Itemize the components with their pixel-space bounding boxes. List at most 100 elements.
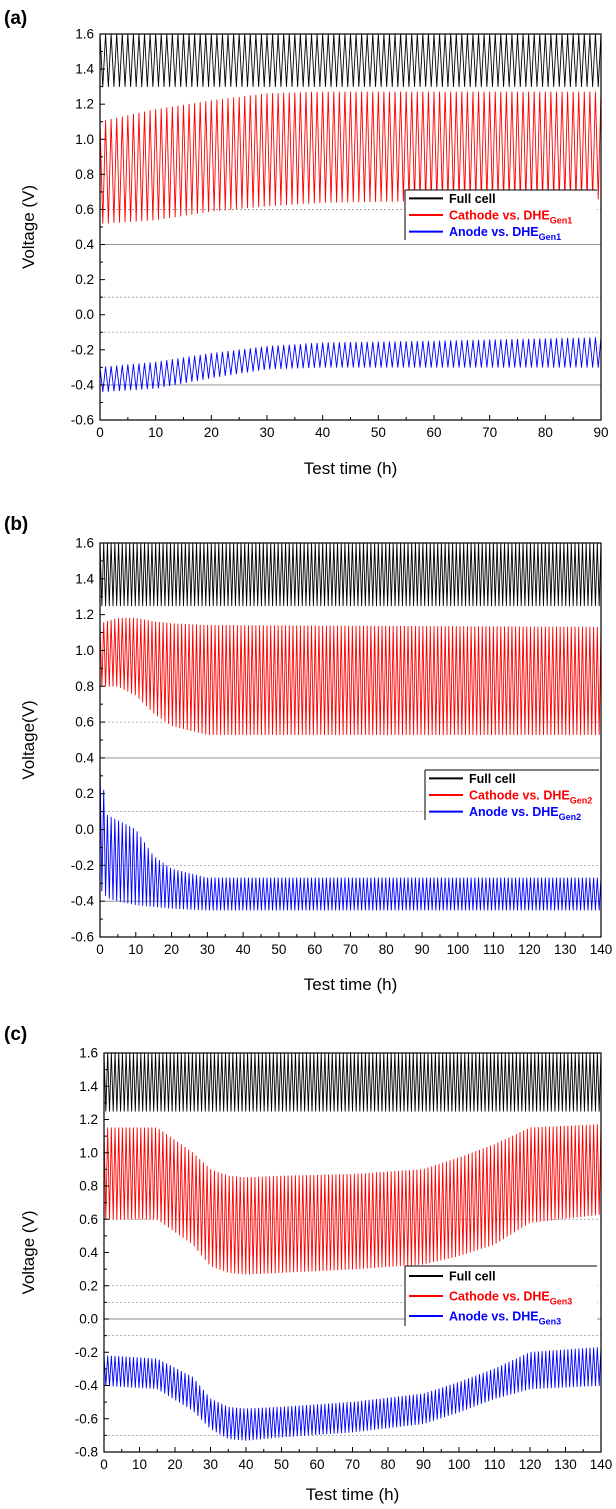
y-tick-label: 0.2: [75, 786, 94, 801]
x-tick-label: 40: [315, 425, 330, 440]
series-line-1: [103, 1124, 602, 1275]
x-tick-label: 110: [484, 1457, 506, 1472]
y-tick-label: -0.4: [71, 377, 95, 392]
x-tick-label: 60: [426, 425, 441, 440]
legend-entry-label: Cathode vs. DHEGen2: [469, 789, 592, 806]
x-tick-label: 30: [259, 425, 274, 440]
y-tick-label: 1.2: [75, 607, 94, 622]
y-tick-label: 1.4: [75, 62, 94, 77]
y-tick-label: -0.4: [75, 1378, 99, 1393]
legend-entry-subscript: Gen3: [539, 1317, 562, 1327]
y-tick-label: 0.8: [75, 679, 94, 694]
x-tick-label: 90: [416, 1457, 431, 1472]
legend-entry-label: Full cell: [449, 192, 496, 206]
x-tick-label: 130: [554, 942, 577, 957]
x-tick-label: 60: [307, 942, 322, 957]
series-line-1: [99, 91, 602, 224]
chart-panel-a: (a) -0.6 -0.4 -0.2 0.0 0.2 0.4 0.6 0.8 1.0 1.2 1.4 1…: [4, 8, 609, 478]
x-tick-label: 20: [164, 942, 179, 957]
series-line-0: [99, 33, 602, 88]
legend-entry-name: Anode vs. DHE: [449, 1310, 539, 1324]
x-tick-label: 10: [148, 425, 163, 440]
x-tick-label: 20: [167, 1457, 182, 1472]
x-tick-label: 120: [518, 942, 541, 957]
x-tick-label: 80: [379, 942, 394, 957]
x-tick-label: 0: [96, 942, 104, 957]
y-tick-label: 0.2: [79, 1278, 98, 1293]
legend-entry-name: Cathode vs. DHE: [449, 1290, 550, 1304]
legend-entry-name: Anode vs. DHE: [469, 805, 559, 819]
x-tick-label: 140: [590, 1457, 613, 1472]
y-tick-label: 0.6: [75, 202, 94, 217]
panel-label: (b): [4, 514, 28, 535]
legend-entry-label: Anode vs. DHEGen1: [449, 225, 561, 242]
y-tick-label: 1.4: [75, 571, 94, 586]
x-tick-label: 100: [448, 1457, 471, 1472]
series-line-0: [99, 542, 602, 607]
legend-entry-subscript: Gen2: [559, 812, 582, 822]
y-tick-label: 1.2: [75, 97, 94, 112]
legend-entry-label: Cathode vs. DHEGen1: [449, 209, 572, 226]
x-tick-label: 30: [200, 942, 215, 957]
legend-entry-label: Full cell: [449, 1270, 496, 1284]
x-tick-label: 50: [271, 942, 286, 957]
x-tick-label: 80: [538, 425, 553, 440]
series-line-2: [103, 1347, 602, 1441]
y-tick-label: 0.6: [79, 1212, 98, 1227]
legend-entry-label: Cathode vs. DHEGen3: [449, 1290, 572, 1307]
y-tick-label: 0.8: [75, 167, 94, 182]
legend-entry-name: Cathode vs. DHE: [469, 789, 570, 803]
y-tick-label: 0.6: [75, 715, 94, 730]
series-line-2: [99, 763, 602, 911]
y-tick-label: 1.2: [79, 1112, 98, 1127]
legend-entry-name: Anode vs. DHE: [449, 225, 539, 239]
y-tick-label: 0.8: [79, 1179, 98, 1194]
y-tick-label: -0.6: [71, 930, 94, 945]
x-tick-label: 110: [483, 942, 505, 957]
legend-entry-name: Full cell: [469, 772, 516, 786]
x-tick-label: 20: [204, 425, 219, 440]
legend-entry-subscript: Gen3: [550, 1297, 573, 1307]
legend-entry-label: Full cell: [469, 772, 516, 786]
x-tick-label: 10: [132, 1457, 147, 1472]
panel-label: (a): [4, 8, 27, 29]
series-line-1: [99, 617, 602, 736]
legend-entry-subscript: Gen1: [550, 216, 573, 226]
x-tick-label: 40: [238, 1457, 253, 1472]
x-tick-label: 50: [371, 425, 386, 440]
y-tick-label: 0.4: [75, 237, 94, 252]
y-tick-label: 1.0: [75, 643, 94, 658]
x-tick-label: 30: [203, 1457, 218, 1472]
legend-entry-label: Anode vs. DHEGen3: [449, 1310, 561, 1327]
y-tick-label: 0.0: [75, 822, 94, 837]
y-tick-label: -0.2: [71, 858, 94, 873]
y-tick-label: -0.6: [71, 413, 94, 428]
x-tick-label: 80: [380, 1457, 395, 1472]
chart-panel-b: (b) -0.6 -0.4 -0.2 0.0 0.2 0.4 0.6 0.8 1.0 1.2 1.4 1…: [4, 514, 612, 994]
x-tick-label: 50: [274, 1457, 289, 1472]
series-line-0: [103, 1052, 602, 1112]
x-axis-title: Test time (h): [304, 975, 398, 994]
x-tick-label: 90: [415, 942, 430, 957]
y-tick-label: 1.6: [75, 27, 94, 42]
y-tick-label: 1.4: [79, 1079, 98, 1094]
x-tick-label: 130: [554, 1457, 577, 1472]
y-tick-label: -0.4: [71, 894, 95, 909]
legend-entry-name: Full cell: [449, 1270, 496, 1284]
x-tick-label: 70: [482, 425, 497, 440]
series-line-2: [99, 337, 602, 393]
panel-label: (c): [4, 1024, 27, 1045]
y-tick-label: 0.0: [75, 307, 94, 322]
x-tick-label: 40: [236, 942, 251, 957]
x-axis-title: Test time (h): [304, 459, 398, 478]
y-tick-label: 0.0: [79, 1312, 98, 1327]
x-tick-label: 120: [519, 1457, 542, 1472]
x-tick-label: 140: [590, 942, 613, 957]
y-axis-title: Voltage(V): [19, 700, 38, 779]
y-tick-label: 1.0: [75, 132, 94, 147]
y-axis-title: Voltage (V): [19, 185, 38, 269]
legend-entry-label: Anode vs. DHEGen2: [469, 805, 581, 822]
y-tick-label: 0.4: [79, 1245, 98, 1260]
